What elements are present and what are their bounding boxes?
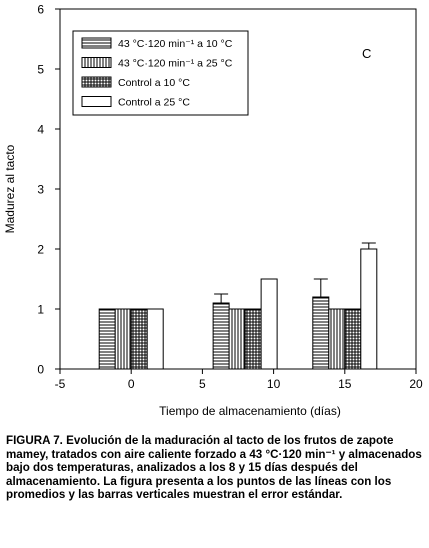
y-tick-label: 0: [37, 363, 44, 377]
y-tick-label: 6: [37, 3, 44, 17]
y-tick-label: 1: [37, 303, 44, 317]
bar: [114, 308, 132, 370]
bar: [360, 248, 378, 370]
x-axis-label: Tiempo de almacenamiento (días): [159, 404, 341, 418]
chart: -5 0 5 10 15 20 0 1 2 3 4 5 6 Tiempo de almacenamient…: [3, 3, 423, 419]
legend-swatch: [81, 37, 112, 49]
bar: [244, 308, 262, 370]
y-tick-label: 4: [37, 123, 44, 137]
legend-label: Control a 25 °C: [118, 97, 190, 109]
bar: [228, 308, 246, 370]
y-tick-label: 2: [37, 243, 44, 257]
figure-caption: FIGURA 7. Evolución de la maduración al …: [6, 434, 425, 502]
bar: [328, 308, 346, 370]
legend-label: 43 °C·120 min⁻¹ a 25 °C: [118, 58, 233, 70]
bar: [130, 308, 148, 370]
caption-text: Evolución de la maduración al tacto de l…: [6, 434, 422, 501]
x-tick-label: 20: [409, 377, 423, 391]
legend-label: 43 °C·120 min⁻¹ a 10 °C: [118, 38, 233, 50]
bar: [344, 308, 362, 370]
x-tick-label: -5: [55, 377, 66, 391]
panel-label: C: [362, 46, 371, 61]
legend-swatch: [81, 96, 112, 107]
bar: [146, 308, 164, 370]
bar: [98, 308, 116, 370]
legend-label: Control a 10 °C: [118, 77, 190, 89]
x-tick-label: 10: [267, 377, 281, 391]
bar: [260, 278, 278, 370]
x-tick-label: 5: [199, 377, 206, 391]
y-tick-label: 5: [37, 63, 44, 77]
y-axis-label: Madurez al tacto: [3, 144, 17, 233]
caption-label: FIGURA 7.: [6, 434, 63, 447]
legend-swatch: [81, 76, 112, 88]
x-tick-label: 15: [338, 377, 352, 391]
y-tick-label: 3: [37, 183, 44, 197]
bar: [212, 302, 230, 370]
legend-swatch: [81, 57, 112, 68]
x-tick-label: 0: [128, 377, 135, 391]
bar: [312, 296, 330, 370]
